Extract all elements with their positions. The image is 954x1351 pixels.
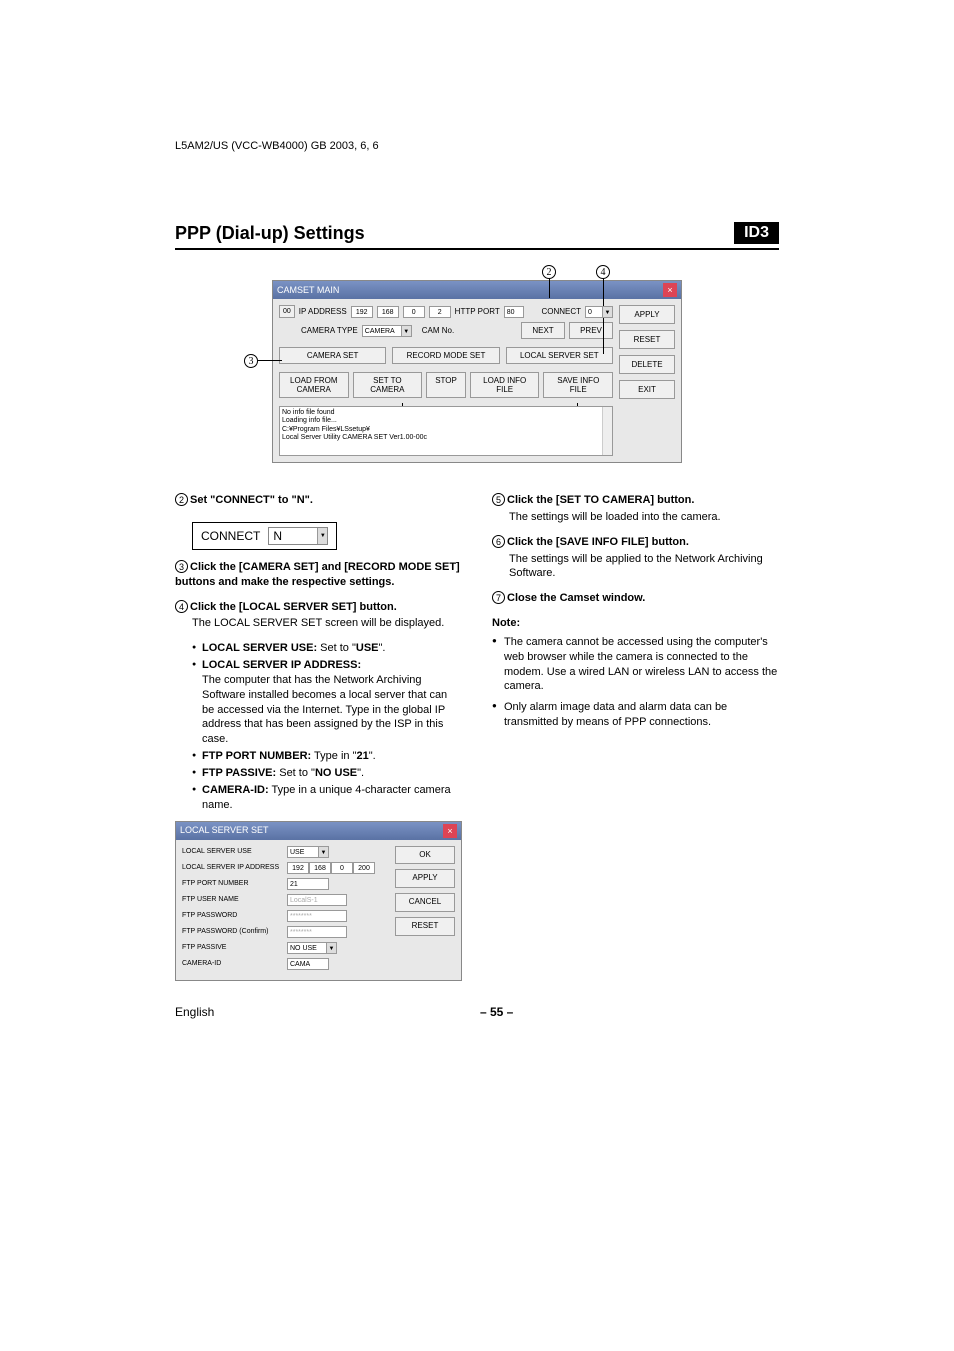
log-textarea: No info file found Loading info file... … (279, 406, 613, 456)
ip-address-label: IP ADDRESS (299, 307, 347, 316)
local-server-titlebar: LOCAL SERVER SET × (176, 822, 461, 840)
ip-octet-4[interactable]: 2 (429, 306, 451, 318)
page-footer: English – 55 – (175, 1005, 779, 1019)
stop-button[interactable]: STOP (426, 372, 466, 398)
step-4-body: The LOCAL SERVER SET screen will be disp… (192, 616, 462, 631)
ls-cancel-button[interactable]: CANCEL (395, 893, 455, 912)
prev-button[interactable]: PREV (569, 322, 613, 339)
step-6-body: The settings will be applied to the Netw… (509, 552, 779, 582)
footer-language: English (175, 1005, 214, 1019)
callout-3-line (258, 360, 282, 361)
ls-reset-button[interactable]: RESET (395, 917, 455, 936)
note-heading: Note: (492, 616, 779, 631)
ls-passive-label: FTP PASSIVE (182, 943, 287, 952)
step-2: 2Set "CONNECT" to "N". (175, 493, 462, 508)
index-badge: 00 (279, 305, 295, 318)
right-column: 5Click the [SET TO CAMERA] button. The s… (492, 493, 779, 981)
callout-2: 2 (542, 264, 556, 279)
page-number: – 55 – (480, 1005, 513, 1019)
note-item: Only alarm image data and alarm data can… (492, 700, 779, 730)
ls-ip-label: LOCAL SERVER IP ADDRESS (182, 863, 287, 872)
local-server-window: LOCAL SERVER SET × LOCAL SERVER USE USE▼… (175, 821, 462, 981)
connect-example: CONNECT N ▼ (192, 522, 337, 550)
chevron-down-icon: ▼ (318, 847, 328, 857)
local-server-set-button[interactable]: LOCAL SERVER SET (506, 347, 613, 364)
connect-example-select[interactable]: N ▼ (268, 527, 328, 545)
cam-no-label: CAM No. (422, 326, 454, 335)
ls-pass-label: FTP PASSWORD (182, 911, 287, 920)
ls-camid-label: CAMERA-ID (182, 959, 287, 968)
ls-port-label: FTP PORT NUMBER (182, 879, 287, 888)
camset-window: CAMSET MAIN × 00 IP ADDRESS 192 168 0 2 … (272, 280, 682, 463)
ls-camid-input[interactable]: CAMA (287, 958, 329, 970)
exit-button[interactable]: EXIT (619, 380, 675, 399)
local-server-title: LOCAL SERVER SET (180, 824, 269, 836)
delete-button[interactable]: DELETE (619, 355, 675, 374)
close-icon[interactable]: × (443, 824, 457, 838)
ls-ok-button[interactable]: OK (395, 846, 455, 865)
page-title: PPP (Dial-up) Settings (175, 223, 365, 244)
ls-port-input[interactable]: 21 (287, 878, 329, 890)
ls-ip-3[interactable]: 0 (331, 862, 353, 874)
chevron-down-icon: ▼ (326, 943, 336, 953)
camera-type-label: CAMERA TYPE (301, 326, 358, 335)
connect-select[interactable]: 0▼ (585, 306, 613, 318)
chevron-down-icon: ▼ (317, 528, 327, 544)
record-mode-set-button[interactable]: RECORD MODE SET (392, 347, 499, 364)
connect-label: CONNECT (541, 307, 581, 316)
reset-button[interactable]: RESET (619, 330, 675, 349)
save-info-file-button[interactable]: SAVE INFO FILE (543, 372, 613, 398)
http-port-input[interactable]: 80 (504, 306, 524, 318)
step-3: 3Click the [CAMERA SET] and [RECORD MODE… (175, 560, 462, 590)
left-column: 2Set "CONNECT" to "N". CONNECT N ▼ 3Clic… (175, 493, 462, 981)
ls-passive-select[interactable]: NO USE▼ (287, 942, 337, 954)
ls-passc-label: FTP PASSWORD (Confirm) (182, 927, 287, 936)
next-button[interactable]: NEXT (521, 322, 565, 339)
chevron-down-icon: ▼ (401, 326, 411, 336)
camera-set-button[interactable]: CAMERA SET (279, 347, 386, 364)
ls-ip-1[interactable]: 192 (287, 862, 309, 874)
load-from-camera-button[interactable]: LOAD FROM CAMERA (279, 372, 349, 398)
step-5: 5Click the [SET TO CAMERA] button. The s… (492, 493, 779, 525)
ls-user-label: FTP USER NAME (182, 895, 287, 904)
load-info-file-button[interactable]: LOAD INFO FILE (470, 372, 540, 398)
callout-2-line (549, 278, 550, 298)
ip-octet-3[interactable]: 0 (403, 306, 425, 318)
content-columns: 2Set "CONNECT" to "N". CONNECT N ▼ 3Clic… (175, 493, 779, 981)
ls-use-label: LOCAL SERVER USE (182, 847, 287, 856)
id-badge: ID3 (734, 222, 779, 244)
step-5-body: The settings will be loaded into the cam… (509, 510, 779, 525)
step-6: 6Click the [SAVE INFO FILE] button. The … (492, 535, 779, 582)
ls-ip-2[interactable]: 168 (309, 862, 331, 874)
ip-octet-2[interactable]: 168 (377, 306, 399, 318)
callout-4: 4 (596, 264, 610, 279)
camset-title: CAMSET MAIN (277, 285, 339, 295)
callout-3: 3 (244, 353, 258, 368)
ls-use-select[interactable]: USE▼ (287, 846, 329, 858)
step-4-bullets: LOCAL SERVER USE: Set to "USE". LOCAL SE… (192, 641, 462, 812)
scrollbar[interactable] (602, 407, 612, 455)
doc-header: L5AM2/US (VCC-WB4000) GB 2003, 6, 6 (175, 140, 779, 152)
step-7: 7Close the Camset window. (492, 591, 779, 606)
ls-pass-input[interactable]: ******** (287, 910, 347, 922)
step-4: 4Click the [LOCAL SERVER SET] button. Th… (175, 600, 462, 632)
chevron-down-icon: ▼ (602, 307, 612, 317)
note-item: The camera cannot be accessed using the … (492, 635, 779, 694)
note-list: The camera cannot be accessed using the … (492, 635, 779, 730)
close-icon[interactable]: × (663, 283, 677, 297)
apply-button[interactable]: APPLY (619, 305, 675, 324)
title-row: PPP (Dial-up) Settings ID3 (175, 222, 779, 250)
ip-octet-1[interactable]: 192 (351, 306, 373, 318)
connect-example-label: CONNECT (201, 528, 260, 544)
camset-screenshot: 2 4 3 5 6 CAMSET MAIN × 00 IP ADDRESS 19… (272, 280, 682, 463)
http-port-label: HTTP PORT (455, 307, 500, 316)
set-to-camera-button[interactable]: SET TO CAMERA (353, 372, 423, 398)
ls-user-input[interactable]: LocalS-1 (287, 894, 347, 906)
camera-type-select[interactable]: CAMERA▼ (362, 325, 412, 337)
ls-passc-input[interactable]: ******** (287, 926, 347, 938)
ls-apply-button[interactable]: APPLY (395, 869, 455, 888)
ls-ip-4[interactable]: 200 (353, 862, 375, 874)
camset-titlebar: CAMSET MAIN × (273, 281, 681, 299)
